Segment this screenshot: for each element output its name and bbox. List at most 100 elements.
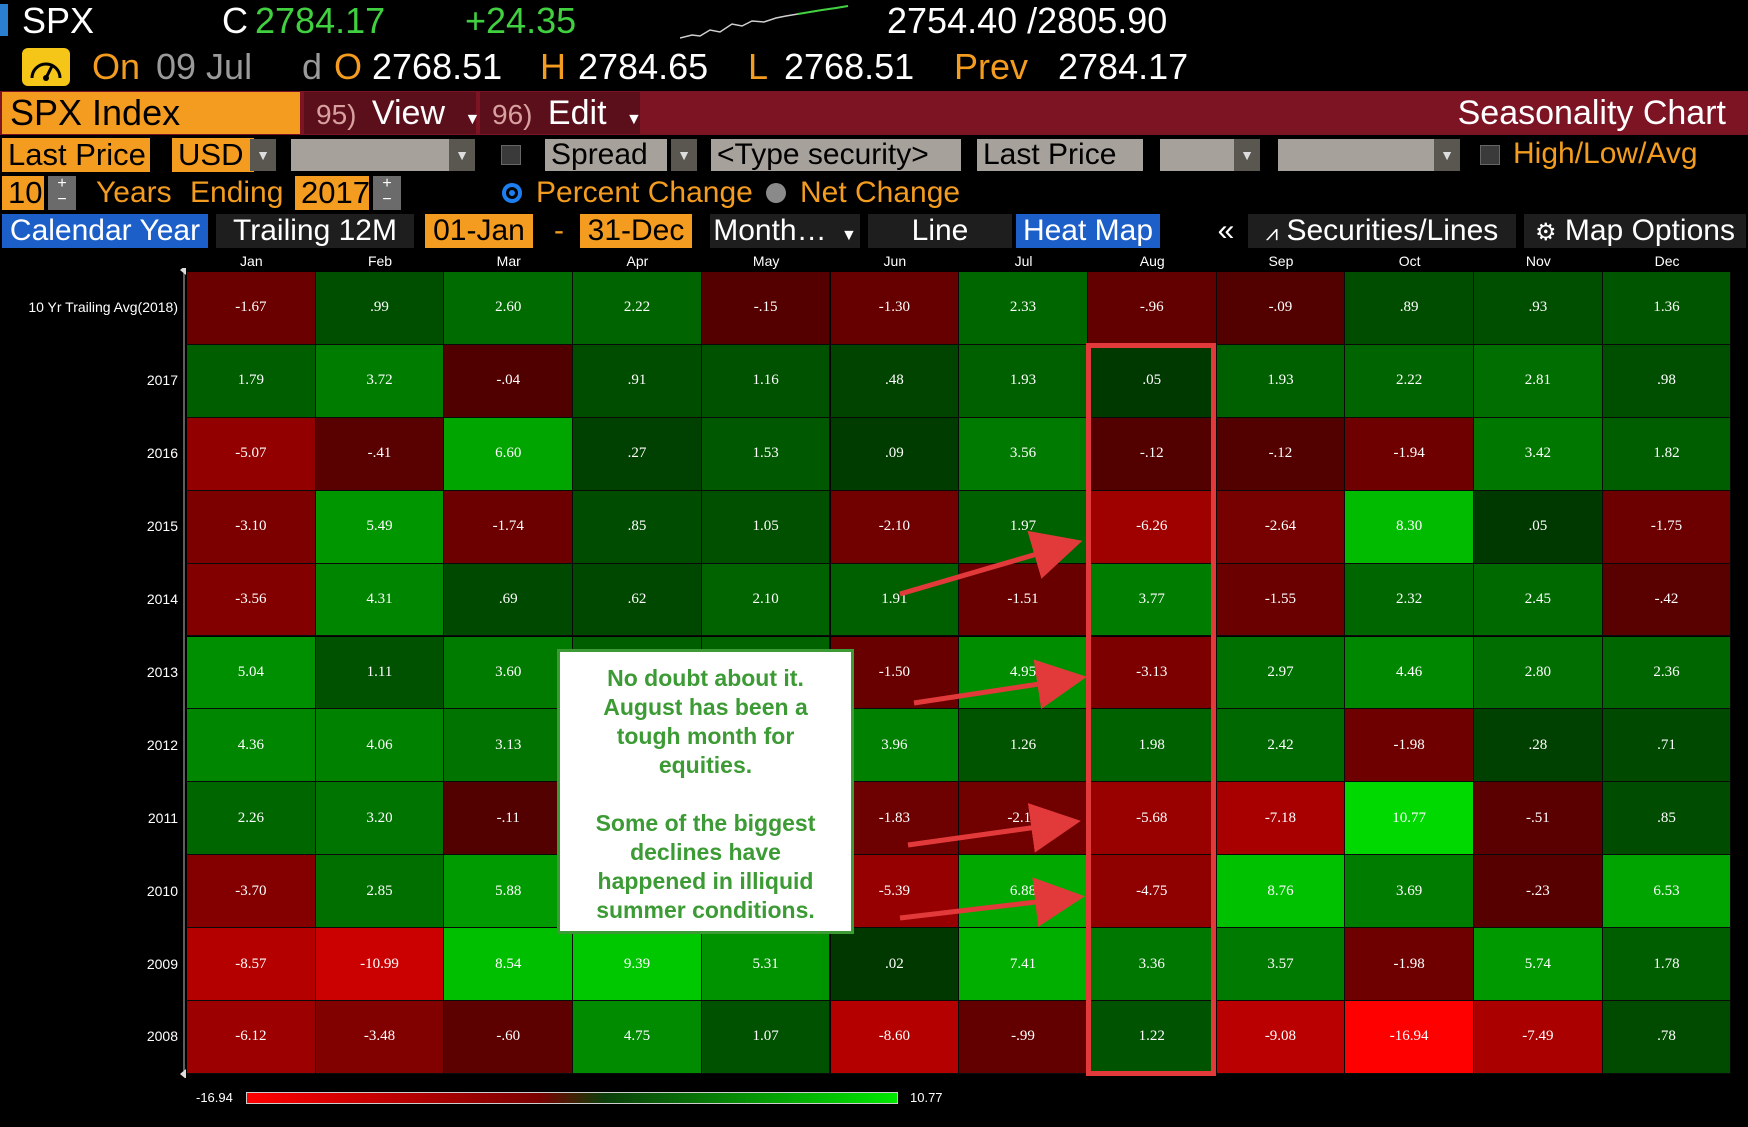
- blank-select-1-arrow[interactable]: ▼: [449, 139, 475, 171]
- heatmap-cell[interactable]: 6.60: [444, 417, 574, 491]
- heatmap-cell[interactable]: 1.93: [959, 344, 1088, 418]
- currency-select[interactable]: USD: [172, 138, 254, 172]
- ending-year-input[interactable]: 2017: [295, 176, 370, 210]
- high-low-avg-checkbox[interactable]: [1480, 145, 1500, 165]
- heatmap-cell[interactable]: -1.94: [1345, 417, 1474, 491]
- heatmap-cell[interactable]: -.09: [1216, 272, 1346, 345]
- heatmap-cell[interactable]: 3.77: [1087, 563, 1217, 637]
- heatmap-cell[interactable]: 5.49: [315, 490, 445, 564]
- heatmap-cell[interactable]: -9.08: [1216, 1001, 1346, 1074]
- blank-select-1[interactable]: [291, 139, 449, 171]
- heatmap-cell[interactable]: 4.46: [1345, 636, 1474, 710]
- heatmap-cell[interactable]: -.41: [315, 417, 445, 491]
- heatmap-cell[interactable]: -3.48: [315, 1001, 445, 1074]
- heatmap-cell[interactable]: 1.22: [1087, 1001, 1217, 1074]
- heatmap-cell[interactable]: 3.36: [1087, 928, 1217, 1001]
- heatmap-cell[interactable]: .62: [573, 563, 702, 637]
- heatmap-cell[interactable]: .05: [1474, 490, 1603, 564]
- heatmap-cell[interactable]: 2.36: [1602, 636, 1732, 710]
- heatmap-cell[interactable]: -.96: [1087, 272, 1217, 345]
- heatmap-cell[interactable]: .89: [1345, 272, 1474, 345]
- heatmap-cell[interactable]: -5.07: [187, 417, 316, 491]
- heatmap-cell[interactable]: 3.60: [444, 636, 574, 710]
- percent-change-radio[interactable]: [502, 183, 522, 203]
- heatmap-cell[interactable]: -1.75: [1602, 490, 1732, 564]
- heatmap-cell[interactable]: -1.98: [1345, 709, 1474, 783]
- heatmap-cell[interactable]: .93: [1474, 272, 1603, 345]
- percent-change-label[interactable]: Percent Change: [536, 176, 753, 209]
- heatmap-cell[interactable]: 2.85: [315, 855, 445, 929]
- heatmap-cell[interactable]: .02: [830, 928, 960, 1001]
- heatmap-cell[interactable]: -6.12: [187, 1001, 316, 1074]
- heatmap-cell[interactable]: 2.22: [573, 272, 702, 345]
- heatmap-cell[interactable]: 3.20: [315, 782, 445, 856]
- heatmap-cell[interactable]: 9.39: [573, 928, 702, 1001]
- heatmap-cell[interactable]: 1.05: [701, 490, 831, 564]
- heatmap-cell[interactable]: .28: [1474, 709, 1603, 783]
- heatmap-cell[interactable]: -1.55: [1216, 563, 1346, 637]
- heatmap-cell[interactable]: 3.72: [315, 344, 445, 418]
- heatmap-cell[interactable]: 2.26: [187, 782, 316, 856]
- heatmap-cell[interactable]: 2.60: [444, 272, 574, 345]
- tab-line[interactable]: Line: [868, 214, 1012, 248]
- spread-select[interactable]: Spread: [545, 139, 667, 171]
- heatmap-cell[interactable]: -3.70: [187, 855, 316, 929]
- heatmap-cell[interactable]: 1.16: [701, 344, 831, 418]
- heatmap-cell[interactable]: 4.31: [315, 563, 445, 637]
- heatmap-cell[interactable]: -8.60: [830, 1001, 960, 1074]
- heatmap-cell[interactable]: -.15: [701, 272, 831, 345]
- heatmap-cell[interactable]: 2.80: [1474, 636, 1603, 710]
- price-field-2-select[interactable]: Last Price: [977, 139, 1143, 171]
- heatmap-cell[interactable]: 2.81: [1474, 344, 1603, 418]
- heatmap-cell[interactable]: 4.75: [573, 1001, 702, 1074]
- heatmap-cell[interactable]: 5.31: [701, 928, 831, 1001]
- spread-checkbox[interactable]: [501, 145, 521, 165]
- heatmap-cell[interactable]: .05: [1087, 344, 1217, 418]
- heatmap-cell[interactable]: 2.32: [1345, 563, 1474, 637]
- heatmap-cell[interactable]: -2.10: [830, 490, 960, 564]
- heatmap-cell[interactable]: -.99: [959, 1001, 1088, 1074]
- heatmap-cell[interactable]: .48: [830, 344, 960, 418]
- years-input[interactable]: 10: [2, 176, 44, 210]
- heatmap-cell[interactable]: -6.26: [1087, 490, 1217, 564]
- end-date-input[interactable]: 31-Dec: [580, 214, 692, 248]
- heatmap-cell[interactable]: 1.82: [1602, 417, 1732, 491]
- years-stepper[interactable]: + −: [48, 176, 76, 210]
- heatmap-cell[interactable]: -3.56: [187, 563, 316, 637]
- heatmap-cell[interactable]: -.04: [444, 344, 574, 418]
- heatmap-cell[interactable]: 1.26: [959, 709, 1088, 783]
- heatmap-cell[interactable]: -3.13: [1087, 636, 1217, 710]
- heatmap-cell[interactable]: 7.41: [959, 928, 1088, 1001]
- blank-select-2-arrow[interactable]: ▼: [1234, 139, 1260, 171]
- heatmap-cell[interactable]: -7.18: [1216, 782, 1346, 856]
- heatmap-cell[interactable]: 1.93: [1216, 344, 1346, 418]
- heatmap-cell[interactable]: -4.75: [1087, 855, 1217, 929]
- heatmap-cell[interactable]: -1.67: [187, 272, 316, 345]
- heatmap-cell[interactable]: 2.97: [1216, 636, 1346, 710]
- securities-lines-button[interactable]: ⩘ Securities/Lines: [1248, 214, 1516, 248]
- ending-year-stepper[interactable]: + −: [373, 176, 401, 210]
- price-field-select[interactable]: Last Price: [2, 138, 150, 172]
- heatmap-cell[interactable]: .69: [444, 563, 574, 637]
- net-change-radio[interactable]: [766, 183, 786, 203]
- heatmap-cell[interactable]: -5.68: [1087, 782, 1217, 856]
- heatmap-cell[interactable]: 4.06: [315, 709, 445, 783]
- heatmap-cell[interactable]: 1.11: [315, 636, 445, 710]
- heatmap-cell[interactable]: 3.42: [1474, 417, 1603, 491]
- heatmap-cell[interactable]: -1.98: [1345, 928, 1474, 1001]
- heatmap-cell[interactable]: .27: [573, 417, 702, 491]
- heatmap-cell[interactable]: -.60: [444, 1001, 574, 1074]
- currency-dropdown-arrow[interactable]: ▼: [250, 139, 276, 171]
- edit-menu[interactable]: 96) Edit ▼: [480, 92, 642, 134]
- heatmap-cell[interactable]: -1.30: [830, 272, 960, 345]
- start-date-input[interactable]: 01-Jan: [425, 214, 533, 248]
- heatmap-cell[interactable]: -.42: [1602, 563, 1732, 637]
- heatmap-cell[interactable]: -16.94: [1345, 1001, 1474, 1074]
- blank-select-3[interactable]: [1278, 139, 1434, 171]
- security-field[interactable]: SPX Index: [2, 92, 300, 134]
- map-options-button[interactable]: ⚙ Map Options: [1524, 214, 1746, 248]
- heatmap-cell[interactable]: .99: [315, 272, 445, 345]
- heatmap-cell[interactable]: -1.74: [444, 490, 574, 564]
- heatmap-cell[interactable]: 4.36: [187, 709, 316, 783]
- heatmap-cell[interactable]: .78: [1602, 1001, 1732, 1074]
